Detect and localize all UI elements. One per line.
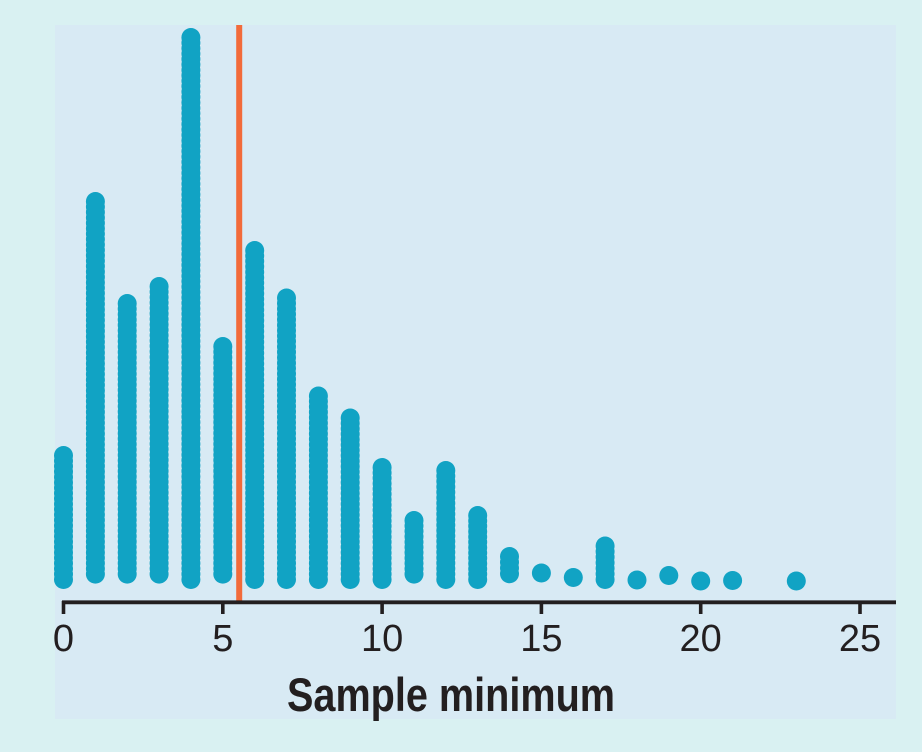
svg-text:5: 5 bbox=[212, 618, 233, 660]
svg-text:25: 25 bbox=[839, 618, 881, 660]
svg-text:15: 15 bbox=[520, 618, 562, 660]
svg-text:0: 0 bbox=[53, 618, 74, 660]
svg-text:20: 20 bbox=[680, 618, 722, 660]
svg-text:10: 10 bbox=[361, 618, 403, 660]
svg-text:Sample minimum: Sample minimum bbox=[287, 668, 615, 721]
